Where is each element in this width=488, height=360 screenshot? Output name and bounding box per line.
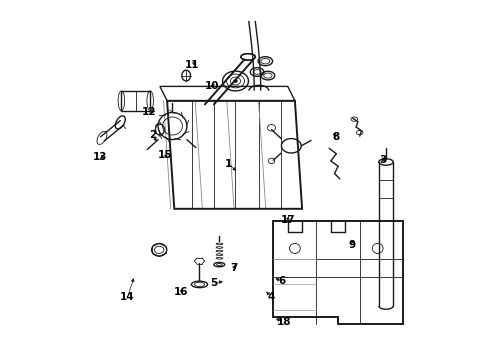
Ellipse shape	[233, 80, 237, 82]
Text: 4: 4	[267, 292, 275, 302]
Text: 10: 10	[204, 81, 219, 91]
Text: 6: 6	[278, 276, 285, 286]
Text: 2: 2	[149, 130, 156, 140]
Text: 7: 7	[229, 263, 237, 273]
Text: 3: 3	[379, 155, 386, 165]
Text: 12: 12	[142, 107, 156, 117]
Text: 5: 5	[210, 278, 217, 288]
Text: 16: 16	[174, 287, 188, 297]
Text: 15: 15	[158, 150, 172, 160]
Text: 18: 18	[276, 317, 291, 327]
Text: 17: 17	[280, 215, 294, 225]
Text: 9: 9	[348, 240, 355, 250]
Text: 1: 1	[224, 159, 231, 169]
Text: 11: 11	[184, 60, 199, 70]
Bar	[121, 91, 150, 111]
Text: 13: 13	[93, 152, 107, 162]
Text: 14: 14	[120, 292, 135, 302]
Text: 8: 8	[332, 132, 339, 142]
